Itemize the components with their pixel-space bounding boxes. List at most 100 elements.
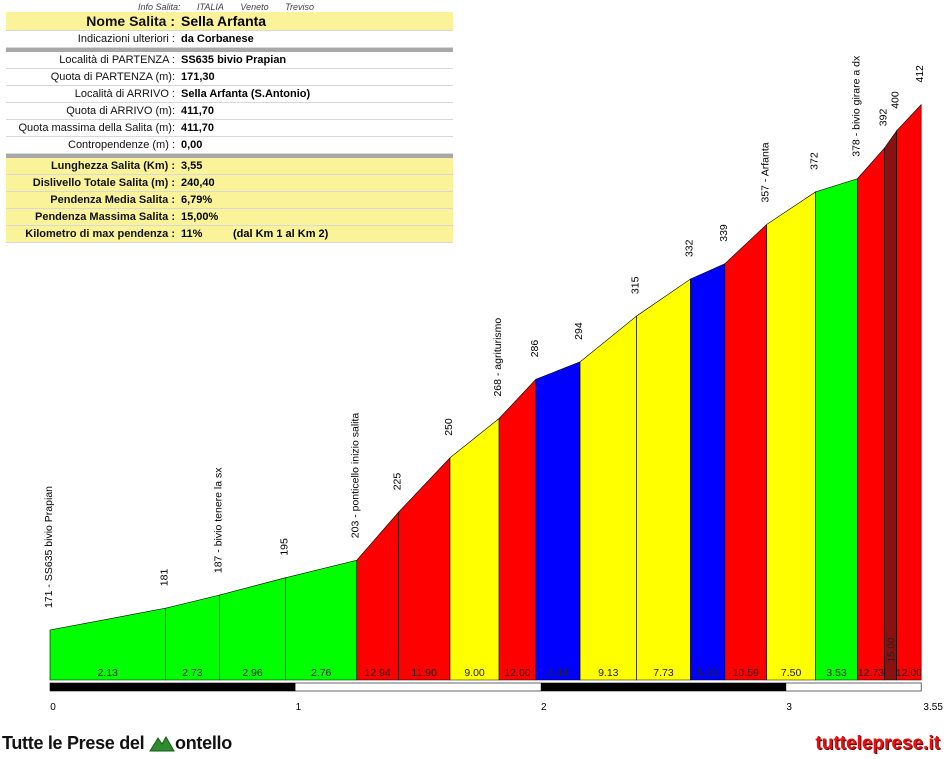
profile-segment: [690, 263, 726, 681]
info-row: Pendenza Media Salita :6,79%: [6, 191, 453, 209]
info-value: 15,00%: [178, 208, 453, 226]
elevation-label: 195: [279, 538, 291, 556]
info-header: Info Salita: ITALIA Veneto Treviso: [138, 2, 328, 12]
grade-label: 12.94: [364, 667, 390, 679]
x-tick-label: 0: [50, 702, 56, 713]
elevation-label: 392: [877, 109, 889, 127]
info-key: Quota di ARRIVO (m):: [6, 102, 178, 120]
elevation-label: 286: [529, 340, 541, 358]
grade-label: 2.73: [182, 667, 203, 679]
profile-segment: [884, 129, 897, 681]
info-value: 11% (dal Km 1 al Km 2): [178, 225, 453, 243]
site-name: tutteleprese.it: [815, 733, 940, 754]
info-key: Contropendenze (m) :: [6, 136, 178, 154]
mountain-logo-icon: [149, 735, 175, 752]
info-key: Pendenza Massima Salita :: [6, 208, 178, 226]
profile-segment: [636, 278, 691, 681]
profile-segment: [449, 417, 500, 681]
info-key: Quota massima della Salita (m):: [6, 119, 178, 137]
grade-label: 12.73: [858, 667, 884, 679]
climb-info-table: Nome Salita : Sella Arfanta Indicazioni ul…: [6, 12, 453, 243]
profile-segment: [498, 378, 537, 681]
info-header-label: Info Salita:: [138, 2, 181, 12]
grade-label: 5.00: [697, 667, 718, 679]
info-key: Nome Salita :: [6, 12, 178, 31]
elevation-label: 181: [158, 569, 170, 587]
grade-label: 7.50: [781, 667, 802, 679]
info-value: da Corbanese: [178, 30, 453, 48]
info-value: 411,70: [178, 119, 453, 137]
info-value: SS635 bivio Prapian: [178, 52, 453, 69]
info-row: Località di PARTENZA : SS635 bivio Prapia…: [6, 52, 453, 69]
elevation-label: 357 - Arfanta: [760, 142, 772, 202]
info-row: Nome Salita : Sella Arfanta: [6, 12, 453, 31]
profile-segment: [219, 577, 286, 681]
elevation-label: 315: [630, 276, 642, 294]
profile-segment: [766, 191, 816, 681]
grade-label: 12.00: [896, 667, 922, 679]
km-scale-block: [50, 683, 296, 691]
info-row: Contropendenze (m) :0,00: [6, 136, 453, 154]
elevation-label: 250: [443, 418, 455, 436]
info-value: 0,00: [178, 136, 453, 154]
info-key: Pendenza Media Salita :: [6, 191, 178, 209]
grade-label: 4.44: [548, 667, 569, 679]
x-tick-label: 1: [296, 702, 302, 713]
info-value: 411,70: [178, 102, 453, 120]
grade-label: 2.76: [311, 667, 332, 679]
info-row: Indicazioni ulteriori : da Corbanese: [6, 30, 453, 48]
info-key: Località di PARTENZA :: [6, 52, 178, 69]
info-row: Quota di PARTENZA (m): 171,30: [6, 68, 453, 86]
x-tick-label: 3.55: [923, 702, 943, 713]
grade-label: 9.00: [464, 667, 485, 679]
info-row: Quota di ARRIVO (m): 411,70: [6, 102, 453, 120]
grade-label: 3.53: [826, 667, 847, 679]
profile-segment: [285, 559, 358, 681]
elevation-label: 412: [914, 65, 926, 83]
info-row: Quota massima della Salita (m): 411,70: [6, 119, 453, 137]
km-scale-block: [540, 683, 787, 691]
elevation-label: 332: [683, 239, 695, 257]
logo: Tutte le Prese del ontello: [2, 733, 232, 754]
info-value: 171,30: [178, 68, 453, 86]
elevation-label: 268 - agriturismo: [492, 318, 504, 397]
elevation-label: 339: [718, 224, 730, 242]
elevation-label: 400: [890, 91, 902, 109]
table-separator: [6, 153, 453, 158]
x-tick-label: 2: [541, 702, 547, 713]
table-separator: [6, 47, 453, 52]
info-row: Località di ARRIVO : Sella Arfanta (S.Ant…: [6, 85, 453, 103]
info-value: Sella Arfanta (S.Antonio): [178, 85, 453, 103]
elevation-label: 203 - ponticello inizio salita: [350, 413, 362, 539]
grade-label: 10.59: [733, 667, 759, 679]
info-value: 240,40: [178, 174, 453, 192]
profile-segment: [579, 315, 637, 681]
info-row: Lunghezza Salita (Km) :3,55: [6, 158, 453, 175]
info-key: Lunghezza Salita (Km) :: [6, 158, 178, 175]
info-header-region: Veneto: [240, 2, 269, 12]
profile-segment: [398, 457, 451, 681]
grade-label: 2.13: [97, 667, 118, 679]
grade-label: 2.96: [242, 667, 263, 679]
info-key: Località di ARRIVO :: [6, 85, 178, 103]
grade-label: 15.00: [886, 637, 897, 662]
elevation-label: 187 - bivio tenere la sx: [212, 467, 224, 573]
info-row: Pendenza Massima Salita :15,00%: [6, 208, 453, 226]
logo-text-tail: ontello: [175, 733, 232, 753]
grade-label: 11.90: [411, 667, 437, 679]
profile-segment: [857, 147, 885, 681]
grade-label: 7.73: [653, 667, 674, 679]
info-row: Dislivello Totale Salita (m) :240,40: [6, 174, 453, 192]
info-row: Kilometro di max pendenza :11% (dal Km 1…: [6, 225, 453, 243]
info-header-country: ITALIA: [197, 2, 224, 12]
grade-label: 9.13: [598, 667, 619, 679]
logo-text: Tutte le Prese del: [2, 733, 145, 753]
info-key: Indicazioni ulteriori :: [6, 30, 178, 48]
elevation-label: 294: [573, 322, 585, 340]
info-value: 6,79%: [178, 191, 453, 209]
info-value: 3,55: [178, 158, 453, 175]
profile-segment: [896, 103, 922, 681]
profile-segment: [356, 511, 399, 681]
info-key: Dislivello Totale Salita (m) :: [6, 174, 178, 192]
